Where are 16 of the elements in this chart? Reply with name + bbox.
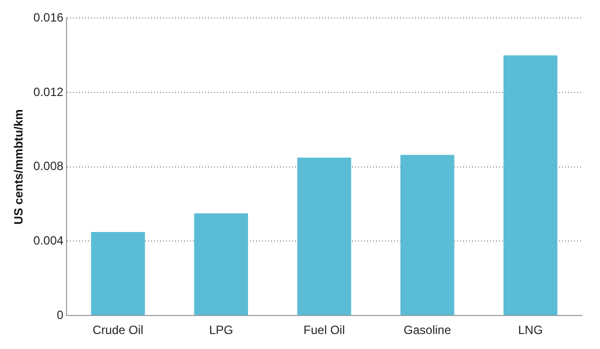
y-tick-label: 0.004	[33, 234, 64, 248]
bar	[91, 232, 145, 316]
y-tick-label: 0.016	[33, 10, 64, 25]
bar	[400, 154, 454, 316]
y-tick-label: 0.008	[33, 159, 64, 174]
x-tick-label: LPG	[209, 323, 234, 338]
bar	[297, 158, 352, 316]
y-axis-title: US cents/mmbtu/km	[12, 109, 26, 225]
bar	[504, 55, 558, 316]
bar	[194, 213, 248, 316]
x-tick-label: LNG	[518, 323, 543, 338]
y-tick-label: 0	[56, 308, 64, 322]
y-tick-label: 0.012	[33, 84, 64, 99]
x-tick-label: Crude Oil	[92, 323, 144, 338]
x-tick-label: Gasoline	[404, 323, 452, 338]
x-tick-label: Fuel Oil	[304, 323, 345, 338]
